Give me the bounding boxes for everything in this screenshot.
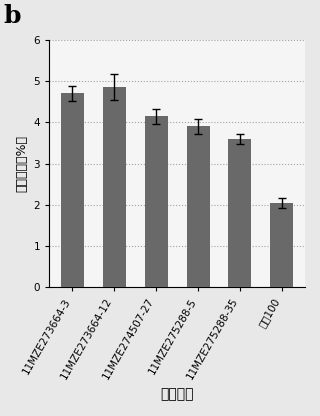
Bar bbox=[61, 94, 84, 287]
Bar bbox=[187, 126, 210, 287]
Bar bbox=[228, 139, 252, 287]
Bar bbox=[145, 116, 168, 287]
Bar bbox=[270, 203, 293, 287]
Bar bbox=[103, 87, 126, 287]
X-axis label: 品株编号: 品株编号 bbox=[160, 387, 194, 401]
Y-axis label: 烟碱含量（%）: 烟碱含量（%） bbox=[15, 135, 28, 192]
Text: b: b bbox=[3, 4, 21, 28]
